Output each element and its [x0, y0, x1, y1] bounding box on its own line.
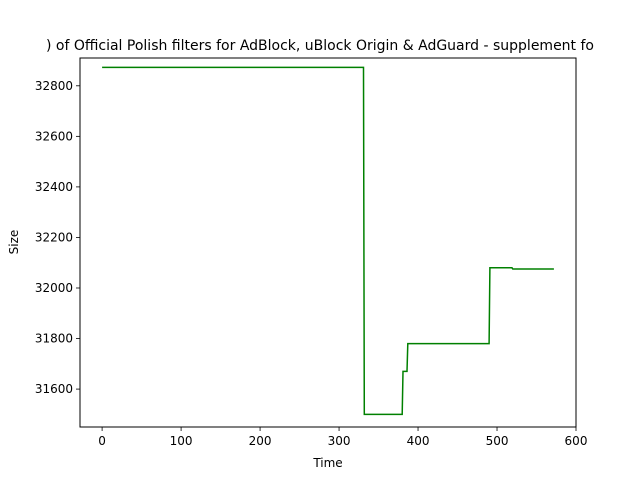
chart-title: ) of Official Polish filters for AdBlock… — [46, 38, 594, 54]
x-axis-label: Time — [312, 456, 342, 470]
y-axis-label: Size — [7, 230, 21, 255]
x-tick-label: 600 — [565, 434, 588, 448]
y-tick-label: 31600 — [35, 382, 73, 396]
x-tick-label: 400 — [407, 434, 430, 448]
y-tick-label: 32600 — [35, 129, 73, 143]
plot-area — [79, 57, 577, 428]
y-axis: 31600 31800 32000 32200 32400 32600 32800 — [35, 79, 80, 396]
x-tick-label: 300 — [328, 434, 351, 448]
series-layer — [102, 66, 554, 416]
y-tick-label: 32400 — [35, 180, 73, 194]
x-axis: 0 100 200 300 400 500 600 — [98, 427, 587, 448]
x-tick-label: 200 — [249, 434, 272, 448]
y-tick-label: 32200 — [35, 230, 73, 244]
series-line-0 — [102, 66, 554, 416]
y-tick-label: 31800 — [35, 332, 73, 346]
x-tick-label: 500 — [486, 434, 509, 448]
x-tick-label: 0 — [98, 434, 106, 448]
x-tick-label: 100 — [170, 434, 193, 448]
y-tick-label: 32000 — [35, 281, 73, 295]
y-tick-label: 32800 — [35, 79, 73, 93]
